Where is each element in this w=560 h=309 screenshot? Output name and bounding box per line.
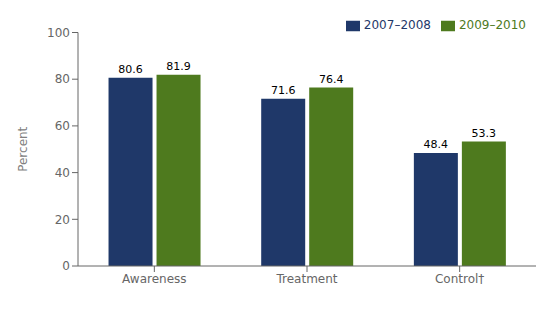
svg-text:Awareness: Awareness	[122, 272, 186, 286]
svg-text:Treatment: Treatment	[275, 272, 337, 286]
svg-text:80.6: 80.6	[118, 63, 143, 76]
html-text:2009–2010: 2009–2010	[458, 18, 526, 32]
svg-text:40: 40	[55, 166, 70, 180]
svg-text:80: 80	[55, 72, 70, 86]
svg-text:Percent: Percent	[16, 126, 30, 171]
svg-text:81.9: 81.9	[166, 60, 191, 73]
svg-text:0: 0	[62, 259, 70, 273]
svg-text:60: 60	[55, 119, 70, 133]
html-text:2007–2008: 2007–2008	[363, 18, 431, 32]
svg-text:100: 100	[47, 26, 70, 40]
svg-text:53.3: 53.3	[472, 127, 497, 140]
svg-text:48.4: 48.4	[424, 138, 449, 151]
svg-text:71.6: 71.6	[271, 84, 296, 97]
svg-text:76.4: 76.4	[319, 73, 344, 86]
svg-text:20: 20	[55, 213, 70, 227]
svg-text:Control†: Control†	[435, 272, 484, 286]
